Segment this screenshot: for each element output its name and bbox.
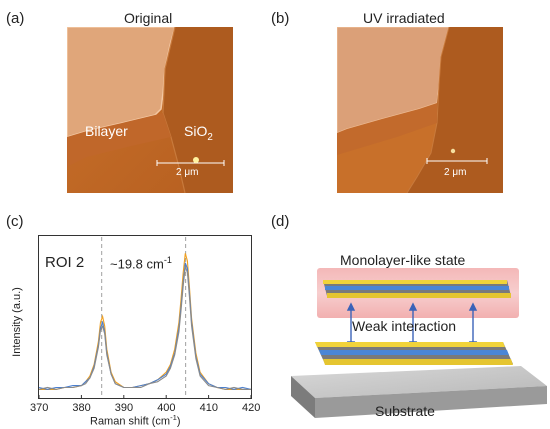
bottom-layer: [315, 342, 513, 365]
x-axis-label: Raman shift (cm-1): [90, 413, 181, 428]
weak-interaction-label: Weak interaction: [352, 318, 457, 334]
afm-image-uv: 2 μm: [337, 27, 503, 193]
substrate-front: [315, 386, 547, 418]
panel-d-label: (d): [271, 213, 290, 230]
afm-image-original: Bilayer SiO2 2 μm: [67, 27, 233, 193]
panel-b-title: UV irradiated: [363, 10, 445, 26]
spectrum-line-1: [38, 262, 252, 390]
scale-bar-label-a: 2 μm: [176, 167, 199, 178]
bilayer-label: Bilayer: [85, 123, 128, 139]
roi-label: ROI 2: [45, 254, 85, 271]
sio2-label: SiO2: [184, 123, 213, 143]
spectrum-line-0: [39, 253, 251, 390]
monolayer-label: Monolayer-like state: [340, 252, 466, 268]
substrate-side: [291, 376, 315, 418]
x-tick-label-3: 400: [157, 402, 176, 414]
y-axis-label: Intensity (a.u.): [10, 287, 23, 357]
x-tick-label-4: 410: [199, 402, 218, 414]
panel-a-label: (a): [6, 10, 25, 27]
x-tick-label-1: 380: [72, 402, 91, 414]
panel-c-label: (c): [6, 213, 24, 230]
substrate-top: [291, 366, 547, 398]
panel-b-label: (b): [271, 10, 290, 27]
spectrum-line-2: [38, 266, 251, 390]
panel-a-title: Original: [124, 10, 173, 26]
x-tick-label-2: 390: [114, 402, 134, 414]
afm-original-svg: [67, 27, 233, 193]
shift-label: ~19.8 cm-1: [110, 255, 172, 272]
x-tick-label-0: 370: [30, 402, 49, 414]
plot-frame: [38, 235, 252, 399]
afm-uv-svg: [337, 27, 503, 193]
x-tick-label-5: 420: [242, 402, 261, 414]
schematic-diagram: [291, 268, 547, 418]
substrate-label: Substrate: [375, 403, 435, 419]
top-layer: [323, 280, 511, 298]
raman-chart: [38, 235, 252, 399]
scale-bar-label-b: 2 μm: [444, 167, 467, 178]
